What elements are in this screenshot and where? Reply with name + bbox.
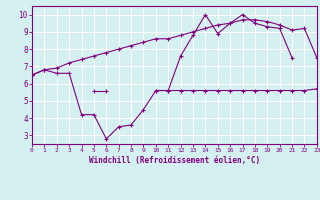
X-axis label: Windchill (Refroidissement éolien,°C): Windchill (Refroidissement éolien,°C) — [89, 156, 260, 165]
